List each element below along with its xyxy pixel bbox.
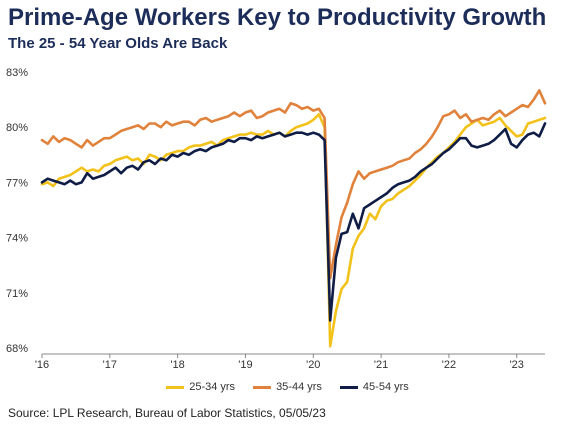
- y-tick-label: 71%: [6, 288, 28, 300]
- chart-subtitle: The 25 - 54 Year Olds Are Back: [8, 35, 228, 52]
- x-tick-label: '18: [170, 359, 184, 371]
- series-line-3: [40, 122, 547, 322]
- legend-label-25-34: 25-34 yrs: [189, 381, 236, 393]
- y-tick-label: 80%: [6, 122, 28, 134]
- chart-legend: 25-34 yrs 35-44 yrs 45-54 yrs: [0, 381, 575, 393]
- legend-swatch-25-34: [166, 385, 185, 389]
- x-tick-label: '16: [35, 359, 49, 371]
- y-tick-label: 77%: [6, 177, 28, 189]
- legend-item-45-54: 45-54 yrs: [339, 381, 409, 393]
- legend-label-45-54: 45-54 yrs: [362, 381, 409, 393]
- x-tick-label: '21: [374, 359, 388, 371]
- x-tick-label: '20: [306, 359, 320, 371]
- legend-swatch-45-54: [339, 385, 358, 389]
- legend-swatch-35-44: [253, 385, 272, 389]
- y-tick-label: 68%: [6, 343, 28, 355]
- legend-label-35-44: 35-44 yrs: [276, 381, 322, 393]
- x-tick-label: '23: [510, 359, 524, 371]
- legend-item-35-44: 35-44 yrs: [253, 381, 322, 393]
- legend-item-25-34: 25-34 yrs: [166, 381, 235, 393]
- y-tick-label: 74%: [6, 233, 28, 245]
- series-line-2: [40, 89, 547, 280]
- x-tick-label: '22: [442, 359, 456, 371]
- source-note: Source: LPL Research, Bureau of Labor St…: [8, 406, 326, 420]
- series-line-1: [40, 113, 547, 348]
- x-tick-label: '19: [238, 359, 252, 371]
- y-tick-label: 83%: [6, 67, 28, 79]
- chart-title: Prime-Age Workers Key to Productivity Gr…: [8, 4, 547, 31]
- x-tick-label: '17: [103, 359, 117, 371]
